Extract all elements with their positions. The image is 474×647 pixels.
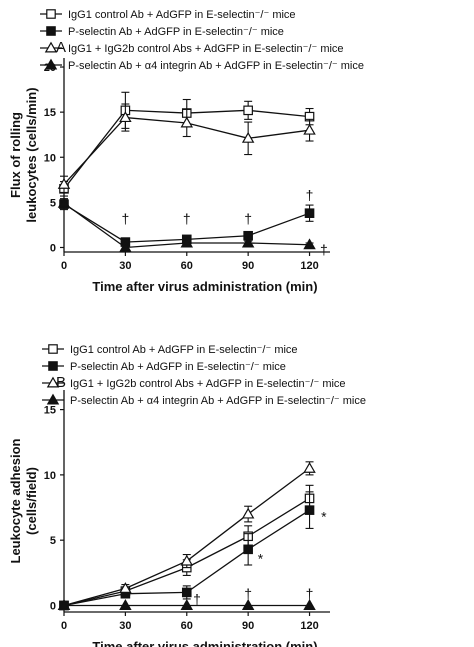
legend-marker <box>46 26 56 36</box>
data-point <box>303 461 316 473</box>
chart-panel-a: IgG1 control Ab + AdGFP in E-selectin⁻/⁻… <box>8 9 364 294</box>
legend-item: P-selectin Ab + α4 integrin Ab + AdGFP i… <box>42 393 366 407</box>
legend-item: P-selectin Ab + AdGFP in E-selectin⁻/⁻ m… <box>40 26 284 38</box>
y-tick-label: 15 <box>44 107 56 119</box>
data-point <box>241 131 255 143</box>
data-point <box>243 544 253 555</box>
legend-marker <box>46 393 60 405</box>
y-tick-label: 0 <box>50 600 56 612</box>
x-tick-label: 30 <box>119 620 131 632</box>
y-axis-label: leukocytes (cells/min) <box>24 87 39 222</box>
legend-label: IgG1 control Ab + AdGFP in E-selectin⁻/⁻… <box>70 344 298 356</box>
y-axis-label: Flux of rolling <box>8 112 23 198</box>
data-point <box>119 111 132 123</box>
y-tick-label: 5 <box>50 197 56 209</box>
legend-marker <box>48 344 58 354</box>
y-tick-label: 10 <box>44 470 56 482</box>
legend-item: IgG1 control Ab + AdGFP in E-selectin⁻/⁻… <box>40 9 296 21</box>
data-point <box>180 116 194 128</box>
legend-item: P-selectin Ab + AdGFP in E-selectin⁻/⁻ m… <box>42 361 286 373</box>
legend-marker <box>44 41 58 53</box>
legend-label: P-selectin Ab + α4 integrin Ab + AdGFP i… <box>68 60 364 72</box>
data-point <box>304 505 315 515</box>
y-axis-label: (cells/field) <box>24 467 39 535</box>
panel-label: B <box>56 374 66 391</box>
y-tick-label: 20 <box>44 62 56 74</box>
legend-label: P-selectin Ab + α4 integrin Ab + AdGFP i… <box>70 395 366 407</box>
asterisk-annotation: * <box>258 550 264 566</box>
legend-item: IgG1 + IgG2b control Abs + AdGFP in E-se… <box>42 376 346 390</box>
data-point <box>304 208 315 218</box>
legend-label: P-selectin Ab + AdGFP in E-selectin⁻/⁻ m… <box>70 361 286 373</box>
x-tick-label: 0 <box>61 620 67 632</box>
dagger-annotation: † <box>306 586 314 602</box>
legend-label: IgG1 + IgG2b control Abs + AdGFP in E-se… <box>70 378 346 390</box>
y-tick-label: 5 <box>50 535 56 547</box>
x-tick-label: 120 <box>300 260 318 272</box>
dagger-annotation: † <box>244 211 252 227</box>
data-point <box>180 236 194 248</box>
data-point <box>180 599 194 610</box>
x-tick-label: 120 <box>300 620 318 632</box>
legend-marker <box>44 58 58 70</box>
data-point <box>57 196 71 208</box>
dagger-annotation: † <box>320 241 328 257</box>
dagger-annotation: † <box>183 211 191 227</box>
dagger-annotation: † <box>193 591 201 607</box>
chart-panel-b: IgG1 control Ab + AdGFP in E-selectin⁻/⁻… <box>8 344 366 647</box>
x-tick-label: 90 <box>242 620 254 632</box>
legend-marker <box>46 376 60 388</box>
series-1 <box>59 91 315 197</box>
series-3 <box>57 103 316 193</box>
legend-marker <box>46 9 56 19</box>
series-line <box>63 467 310 607</box>
dagger-annotation: † <box>121 211 129 227</box>
y-tick-label: 10 <box>44 152 56 164</box>
legend-item: IgG1 + IgG2b control Abs + AdGFP in E-se… <box>40 41 344 55</box>
data-point <box>241 599 255 610</box>
legend-marker <box>48 361 58 371</box>
x-tick-label: 60 <box>181 260 193 272</box>
data-point <box>180 554 194 566</box>
dagger-annotation: † <box>244 586 252 602</box>
y-tick-label: 15 <box>44 405 56 417</box>
series-4 <box>57 196 316 252</box>
legend-label: IgG1 + IgG2b control Abs + AdGFP in E-se… <box>68 43 344 55</box>
data-point <box>241 507 255 519</box>
y-tick-label: 0 <box>50 242 56 254</box>
legend-label: P-selectin Ab + AdGFP in E-selectin⁻/⁻ m… <box>68 26 284 38</box>
x-axis-label: Time after virus administration (min) <box>92 279 317 294</box>
panel-label: A <box>56 39 66 56</box>
data-point <box>181 587 192 598</box>
data-point <box>119 599 132 610</box>
data-point <box>303 599 316 610</box>
legend: IgG1 control Ab + AdGFP in E-selectin⁻/⁻… <box>42 344 366 407</box>
data-point <box>119 241 132 252</box>
data-point <box>303 123 316 135</box>
data-point <box>57 177 71 189</box>
data-point <box>57 599 71 610</box>
legend: IgG1 control Ab + AdGFP in E-selectin⁻/⁻… <box>40 9 364 72</box>
asterisk-annotation: * <box>321 509 327 525</box>
x-tick-label: 60 <box>181 620 193 632</box>
series-2 <box>59 491 315 611</box>
legend-label: IgG1 control Ab + AdGFP in E-selectin⁻/⁻… <box>68 9 296 21</box>
x-axis-label: Time after virus administration (min) <box>92 639 317 647</box>
series-4 <box>57 599 316 610</box>
data-point <box>241 236 255 248</box>
x-tick-label: 90 <box>242 260 254 272</box>
dagger-annotation: † <box>306 187 314 203</box>
data-point <box>303 238 316 250</box>
legend-item: P-selectin Ab + α4 integrin Ab + AdGFP i… <box>40 58 364 72</box>
data-point <box>119 582 132 593</box>
x-tick-label: 30 <box>119 260 131 272</box>
legend-item: IgG1 control Ab + AdGFP in E-selectin⁻/⁻… <box>42 344 298 356</box>
x-tick-label: 0 <box>61 260 67 272</box>
data-point <box>243 105 253 116</box>
y-axis-label: Leukocyte adhesion <box>8 438 23 563</box>
